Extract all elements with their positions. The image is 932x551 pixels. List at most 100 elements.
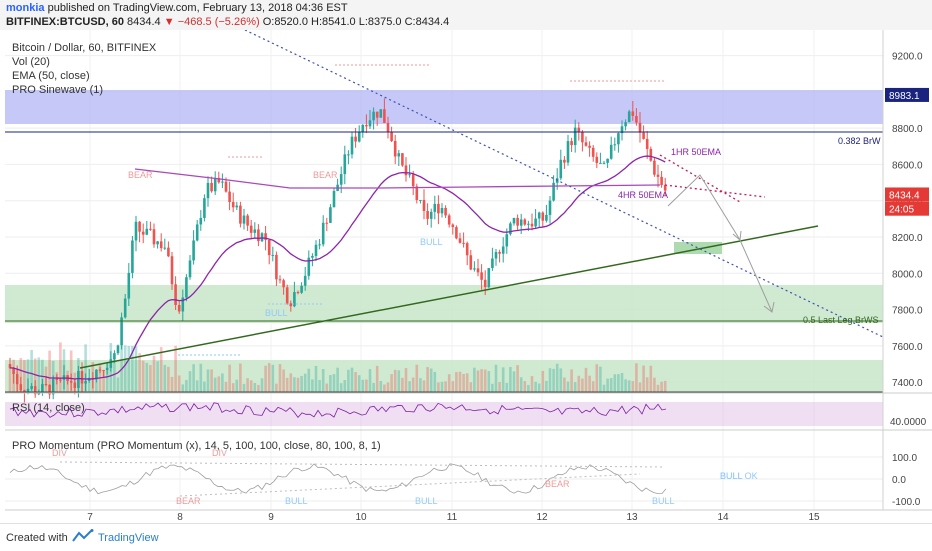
volume-bar xyxy=(372,382,375,393)
volume-bar xyxy=(127,345,131,393)
tradingview-brand-link[interactable]: TradingView xyxy=(98,532,159,544)
candle-body xyxy=(33,386,37,395)
volume-bar xyxy=(314,365,318,393)
volume-bar xyxy=(390,374,393,393)
candle-body xyxy=(620,126,624,134)
price-tick-label: 8200.0 xyxy=(892,233,923,244)
price-badge xyxy=(885,187,929,202)
volume-bar xyxy=(368,369,372,393)
candle-body xyxy=(77,370,80,388)
legend-ema[interactable]: EMA (50, close) xyxy=(12,70,90,82)
price-tick-label: 7400.0 xyxy=(892,378,923,389)
rising-trendline xyxy=(79,225,819,369)
volume-bar xyxy=(307,368,311,393)
time-tick-label: 11 xyxy=(447,512,458,523)
momentum-trendline xyxy=(179,473,641,497)
candle-body xyxy=(59,379,62,381)
time-tick-label: 12 xyxy=(536,512,548,523)
candle-body xyxy=(498,252,501,254)
candle-body xyxy=(55,378,59,380)
legend-sinewave[interactable]: PRO Sinewave (1) xyxy=(12,84,104,96)
header-bar: monkia published on TradingView.com, Feb… xyxy=(0,0,932,30)
volume-bar xyxy=(401,377,404,393)
volume-bar xyxy=(602,384,606,393)
volume-bar xyxy=(336,367,339,393)
volume-bar xyxy=(552,368,555,393)
volume-bar xyxy=(224,381,228,393)
created-with: Created with xyxy=(6,532,68,544)
candle-body xyxy=(131,240,134,273)
volume-bar xyxy=(260,378,264,393)
legend-rsi[interactable]: RSI (14, close) xyxy=(12,402,85,414)
volume-bar xyxy=(296,377,300,393)
candle-body xyxy=(429,211,433,219)
momentum-annotation: BULL OK xyxy=(720,471,758,481)
volume-bar xyxy=(343,379,347,393)
volume-bar xyxy=(87,381,91,393)
candle-body xyxy=(203,198,206,218)
volume-bar xyxy=(573,382,577,393)
volume-bar xyxy=(591,381,595,393)
volume-bar xyxy=(397,370,401,393)
volume-bar xyxy=(491,383,494,393)
volume-bar xyxy=(393,369,397,393)
candle-body xyxy=(552,182,555,201)
candle-body xyxy=(325,222,329,224)
candle-body xyxy=(462,242,465,244)
candle-body xyxy=(181,297,185,312)
volume-bar xyxy=(257,384,260,393)
volume-bar xyxy=(501,367,505,393)
volume-bar xyxy=(444,381,447,393)
ohlc-values: O:8520.0 H:8541.0 L:8375.0 C:8434.4 xyxy=(262,16,450,28)
legend-vol[interactable]: Vol (20) xyxy=(12,56,50,68)
candle-body xyxy=(530,223,534,227)
candle-body xyxy=(253,229,257,233)
candle-body xyxy=(563,159,566,163)
candle-body xyxy=(383,109,386,123)
candle-body xyxy=(577,127,581,132)
momentum-trendline xyxy=(59,461,666,468)
candle-body xyxy=(213,177,217,192)
candle-body xyxy=(411,174,415,187)
candle-body xyxy=(354,136,357,142)
candle-body xyxy=(192,240,195,261)
volume-bar xyxy=(563,377,566,393)
candle-body xyxy=(635,115,638,123)
author-link[interactable]: monkia xyxy=(6,2,45,14)
momentum-annotation: BULL xyxy=(285,496,308,506)
last-price: 8434.4 xyxy=(127,16,161,28)
volume-bar xyxy=(487,370,491,393)
candle-body xyxy=(440,207,444,214)
volume-bar xyxy=(102,370,105,393)
momentum-tick-label: 100.0 xyxy=(892,453,917,464)
candle-body xyxy=(408,174,411,176)
volume-bar xyxy=(656,384,660,393)
drawing-lines xyxy=(5,30,884,497)
legend-momentum[interactable]: PRO Momentum (PRO Momentum (x), 14, 5, 1… xyxy=(12,440,381,452)
candle-body xyxy=(386,122,390,132)
published-text: published on TradingView.com, February 1… xyxy=(47,2,348,14)
volume-bar xyxy=(458,371,462,393)
volume-bar xyxy=(249,380,253,393)
time-tick-label: 9 xyxy=(268,512,274,523)
volume-bar xyxy=(217,376,221,393)
volume-bar xyxy=(627,380,631,393)
candle-body xyxy=(426,210,429,219)
candle-body xyxy=(617,133,620,145)
price-chart[interactable]: 7400.07600.07800.08000.08200.08400.08600… xyxy=(0,30,932,523)
price-change: ▼ −468.5 (−5.26%) xyxy=(163,16,260,28)
candle-body xyxy=(437,203,440,214)
candle-body xyxy=(379,109,383,118)
candle-body xyxy=(300,285,303,293)
candle-body xyxy=(649,148,653,161)
volume-bar xyxy=(149,365,152,393)
footer-bar: Created with TradingView xyxy=(0,523,932,551)
candle-body xyxy=(357,132,361,142)
volume-bar xyxy=(195,380,199,393)
volume-bar xyxy=(379,380,383,393)
candle-body xyxy=(239,205,242,224)
candle-body xyxy=(588,145,591,148)
volume-bar xyxy=(156,361,159,393)
candle-body xyxy=(163,247,167,249)
volume-bar xyxy=(462,373,465,393)
